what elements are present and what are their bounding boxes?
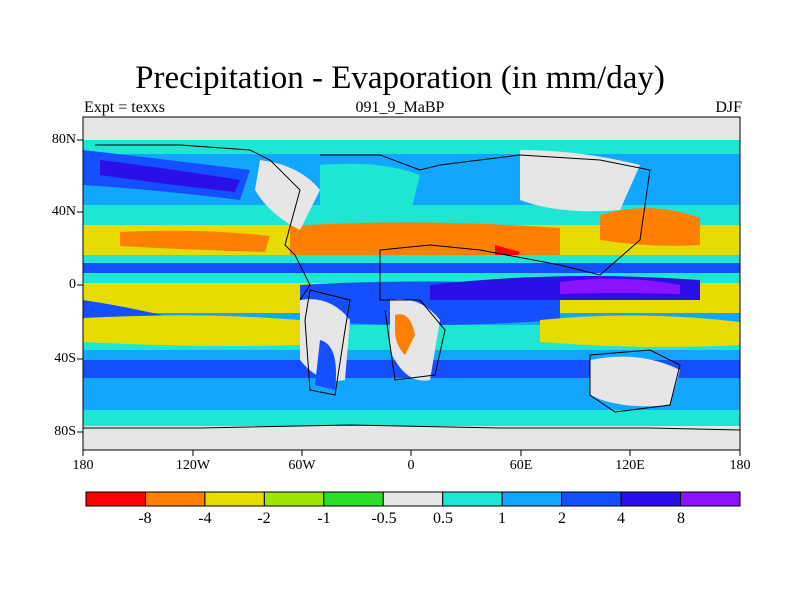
precip-evap-field bbox=[83, 117, 740, 450]
colorbar-box bbox=[680, 491, 741, 507]
lon-label-60e: 60E bbox=[509, 458, 533, 473]
colorbar-box bbox=[85, 491, 146, 507]
colorbar-box bbox=[323, 491, 384, 507]
africa-south-dry bbox=[395, 314, 415, 355]
colorbar-box bbox=[442, 491, 503, 507]
experiment-label: Expt = texxs bbox=[84, 99, 166, 116]
lat-label-80n: 80N bbox=[51, 132, 76, 147]
subarctic-band bbox=[83, 140, 740, 154]
colorbar-label: -0.5 bbox=[371, 510, 397, 527]
antarctic-coast bbox=[83, 410, 740, 428]
colorbar-label: -8 bbox=[138, 510, 152, 527]
lat-label-80s: 80S bbox=[54, 424, 76, 439]
season-label: DJF bbox=[715, 99, 742, 116]
asia-gray bbox=[520, 150, 640, 212]
south-america-gray bbox=[300, 299, 350, 381]
indonesia-very-wet bbox=[560, 278, 680, 294]
coast-south-america bbox=[304, 289, 351, 396]
colorbar-box bbox=[263, 491, 325, 507]
coast-australia bbox=[589, 349, 681, 413]
colorbar-box bbox=[620, 491, 682, 507]
colorbar-label: 2 bbox=[558, 510, 566, 527]
lon-label-60w: 60W bbox=[288, 458, 316, 473]
colorbar-label: -2 bbox=[257, 510, 271, 527]
itcz-north-blue bbox=[83, 263, 740, 275]
s-indian-yellow bbox=[540, 315, 740, 347]
colorbar bbox=[85, 491, 741, 507]
time-period-label: 091_9_MaBP bbox=[355, 99, 445, 116]
lat-label-40n: 40N bbox=[51, 204, 76, 219]
coast-antarctica bbox=[83, 424, 741, 431]
colorbar-box bbox=[561, 491, 622, 507]
map-title: Precipitation - Evaporation (in mm/day) bbox=[135, 60, 665, 96]
lat-label-40s: 40S bbox=[54, 351, 76, 366]
coast-eurasia-africa bbox=[320, 154, 651, 381]
colorbar-label: 4 bbox=[617, 510, 625, 527]
europe-cyan bbox=[320, 163, 420, 217]
lon-label-120w: 120W bbox=[175, 458, 211, 473]
colorbar-box bbox=[204, 491, 265, 507]
colorbar-label: 1 bbox=[498, 510, 506, 527]
lon-ticks bbox=[82, 450, 741, 456]
colorbar-label: -4 bbox=[198, 510, 212, 527]
arctic-band bbox=[83, 117, 740, 143]
lat-ticks bbox=[77, 139, 83, 433]
australia-gray bbox=[590, 356, 680, 407]
lat-label-0: 0 bbox=[69, 277, 76, 292]
colorbar-label: 0.5 bbox=[433, 510, 453, 527]
lon-label-0: 0 bbox=[407, 458, 415, 473]
colorbar-box bbox=[144, 491, 206, 507]
north-america-gray bbox=[255, 160, 320, 230]
antarctica bbox=[83, 426, 740, 450]
n-pacific-core bbox=[100, 160, 240, 192]
w-pacific-dry bbox=[600, 208, 700, 246]
n-pacific-dry bbox=[120, 230, 270, 252]
colorbar-box bbox=[501, 491, 563, 507]
south-america-wet bbox=[315, 340, 336, 390]
lon-label-120e: 120E bbox=[615, 458, 645, 473]
lon-label-180e: 180 bbox=[729, 458, 751, 473]
lon-label-180w: 180 bbox=[72, 458, 94, 473]
colorbar-box bbox=[382, 491, 444, 507]
colorbar-label: -1 bbox=[317, 510, 331, 527]
coast-north-america bbox=[95, 144, 311, 301]
s-pacific-yellow bbox=[83, 315, 300, 346]
colorbar-label: 8 bbox=[677, 510, 685, 527]
coastlines bbox=[83, 144, 741, 431]
